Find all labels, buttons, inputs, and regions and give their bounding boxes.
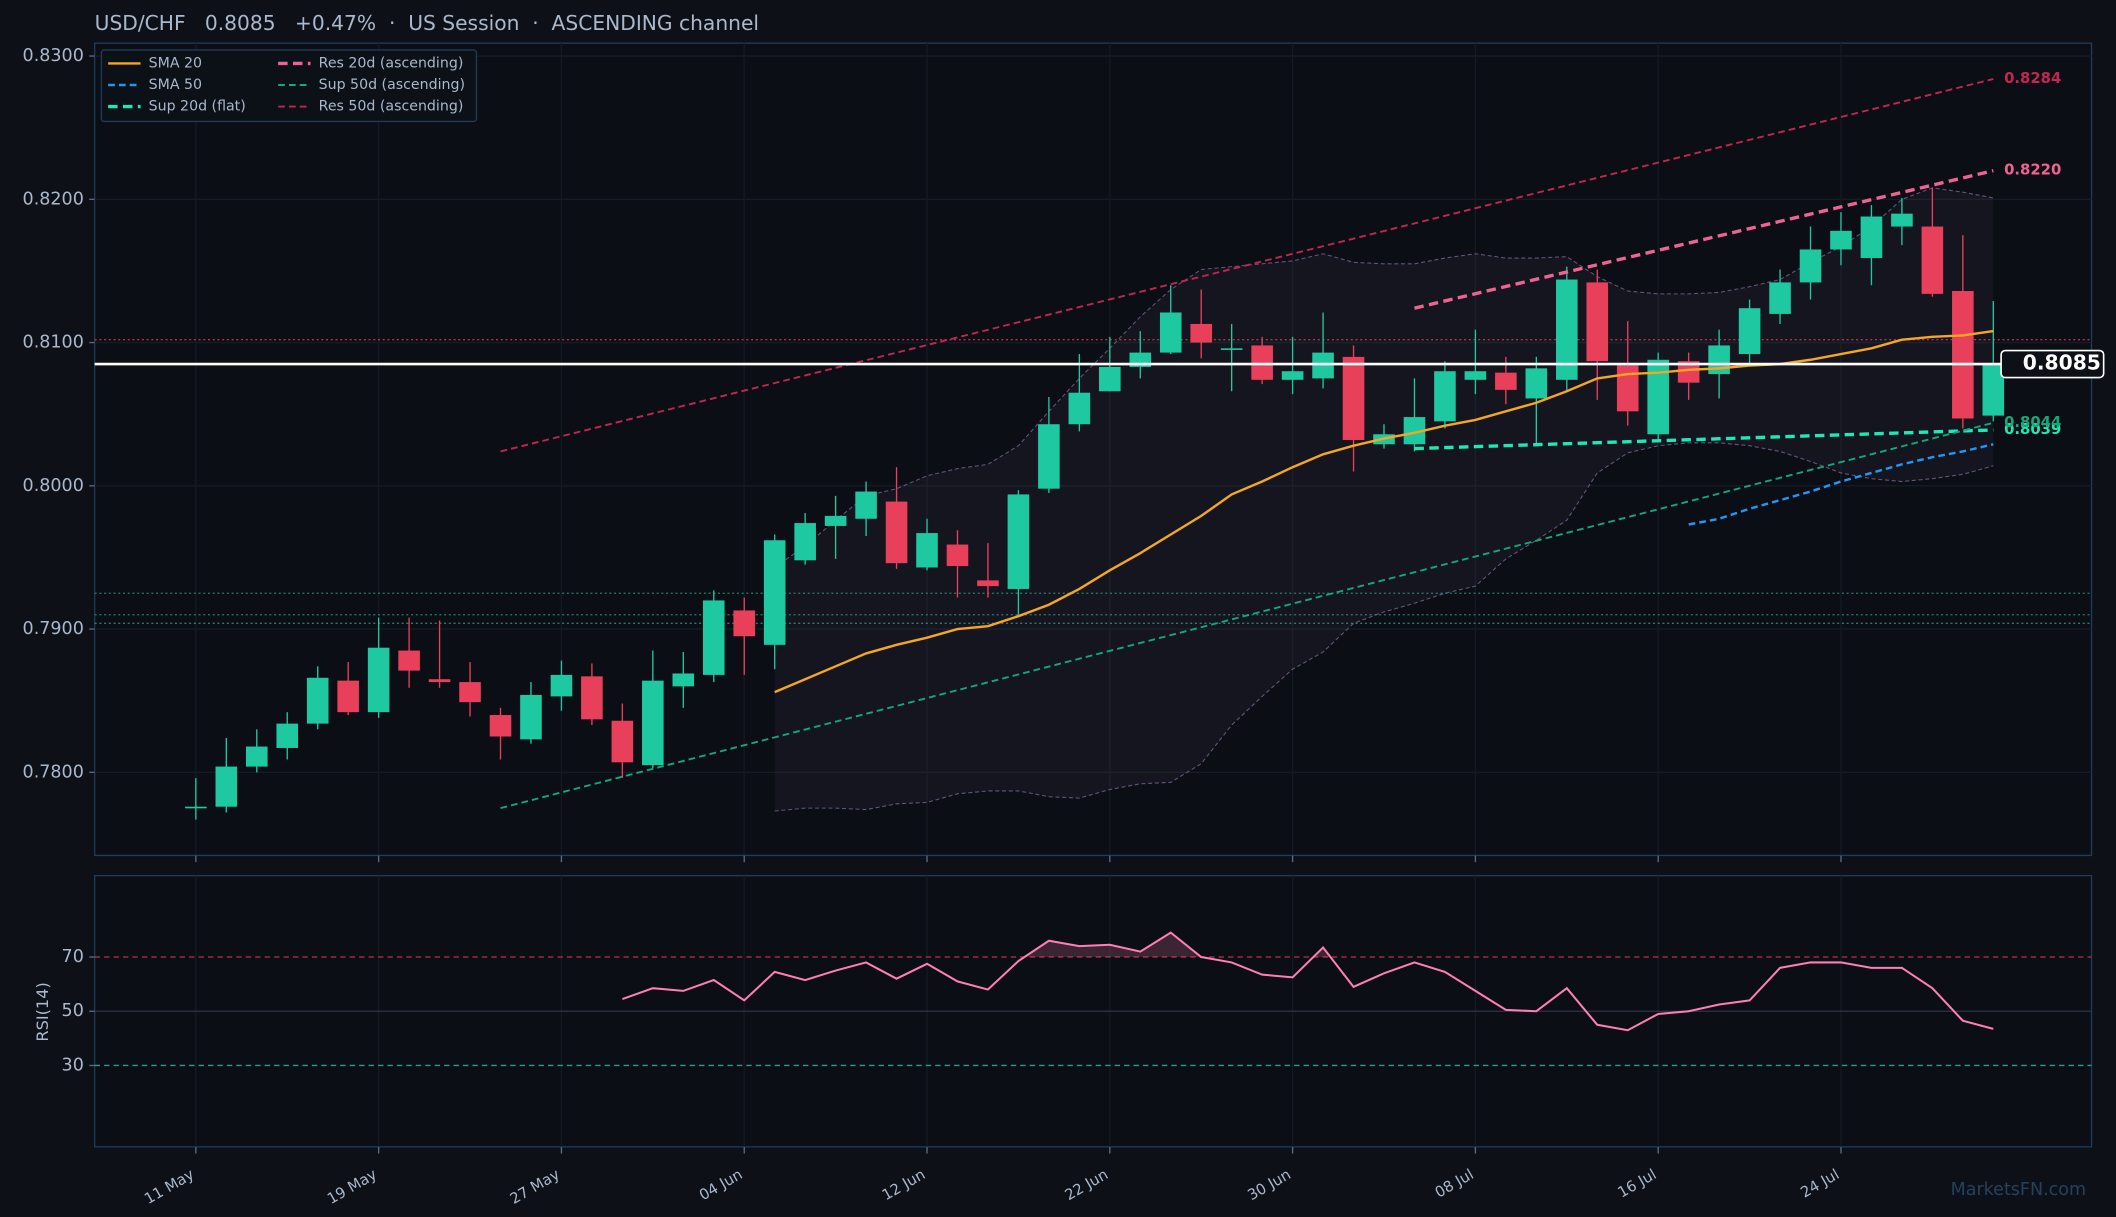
legend-label: Sup 50d (ascending) [319,77,465,93]
candle-body [763,540,786,645]
band-upper [774,187,1994,568]
price-panel [93,42,2093,857]
candle-body [1281,371,1304,380]
candle-body [977,580,999,587]
candle-body [1830,230,1852,250]
trend-line [500,78,1994,453]
candle-body [1799,249,1822,283]
sma-line [1688,443,1994,526]
candle-body [1159,312,1182,353]
candle-body [824,515,847,526]
candle-body [946,544,969,567]
y-tick-label: 0.8100 [23,333,84,353]
candle-body [1952,290,1974,419]
legend-label: Sup 20d (flat) [149,99,246,115]
candle-body [1403,417,1426,445]
candle-body [611,720,634,763]
trend-line [500,421,1994,810]
trend-label: 0.8284 [2004,70,2061,87]
candle-body [520,694,542,740]
rsi-tick-label: 30 [62,1055,84,1075]
sma-line [774,329,1994,694]
last-price-label: 0.8085 [2023,351,2101,375]
candle-body [185,806,207,809]
trend-label: 0.8220 [2004,162,2061,179]
trend-label: 0.8044 [2004,414,2061,431]
legend-label: Res 50d (ascending) [319,99,464,115]
candle-body [1495,372,1517,390]
rsi-tick-label: 70 [62,947,84,967]
candle-body [215,766,238,807]
candle-body [642,680,664,766]
candle-body [672,673,695,687]
candle-body [1555,279,1578,380]
candle-body [306,677,329,724]
candle-body [1525,368,1548,399]
trend-line [1414,169,1994,310]
band-fill [774,187,1994,812]
candle-body [1738,308,1761,355]
overbought-fill [1024,932,1331,958]
candle-body [1464,371,1487,380]
candle-body [489,715,512,737]
candle-body [702,600,725,675]
candle-body [855,491,877,519]
chart-title: USD/CHF 0.8085 +0.47% · US Session · ASC… [95,11,759,35]
candle-body [916,533,938,568]
candle-body [337,680,359,713]
candle-body [1220,348,1243,350]
last-price-box [2000,349,2105,379]
y-tick-label: 0.8000 [23,476,84,496]
candle-body [581,676,603,720]
candle-body [1434,371,1456,422]
rsi-axis-label: RSI(14) [33,982,52,1042]
legend-label: Res 20d (ascending) [319,55,464,71]
band-lower [774,442,1994,812]
candle-body [733,610,756,637]
candle-body [1007,494,1030,589]
legend-label: SMA 20 [149,55,202,71]
y-tick-label: 0.7800 [23,762,84,782]
candle-body [276,723,299,748]
y-tick-label: 0.8300 [23,46,84,66]
candle-body [1251,345,1273,380]
rsi-line [622,931,1994,1032]
candle-body [245,746,268,767]
legend-label: SMA 50 [149,77,202,93]
candle-body [459,682,481,703]
y-tick-label: 0.8200 [23,189,84,209]
candle-body [1921,226,1944,294]
candle-body [550,674,573,697]
candle-body [1342,356,1365,440]
candle-body [398,650,420,671]
rsi-tick-label: 50 [62,1001,84,1021]
candle-body [1312,352,1334,379]
candle-body [1586,282,1609,362]
candle-body [367,647,390,713]
candle-body [1891,213,1913,227]
trend-line [1414,428,1994,451]
candle-body [1038,424,1060,489]
candle-body [428,679,451,683]
candle-body [794,523,816,561]
candle-body [1190,323,1213,343]
candle-body [885,501,908,564]
candle-body [1769,282,1791,314]
candle-body [1860,216,1883,259]
candle-body [1616,365,1639,412]
candle-body [1068,392,1091,425]
candle-body [1982,364,2005,416]
y-tick-label: 0.7900 [23,619,84,639]
candle-body [1647,359,1669,435]
watermark: MarketsFN.com [1951,1180,2086,1200]
candle-body [1099,366,1121,392]
trend-label: 0.8039 [2004,421,2061,438]
candle-body [1677,361,1700,383]
